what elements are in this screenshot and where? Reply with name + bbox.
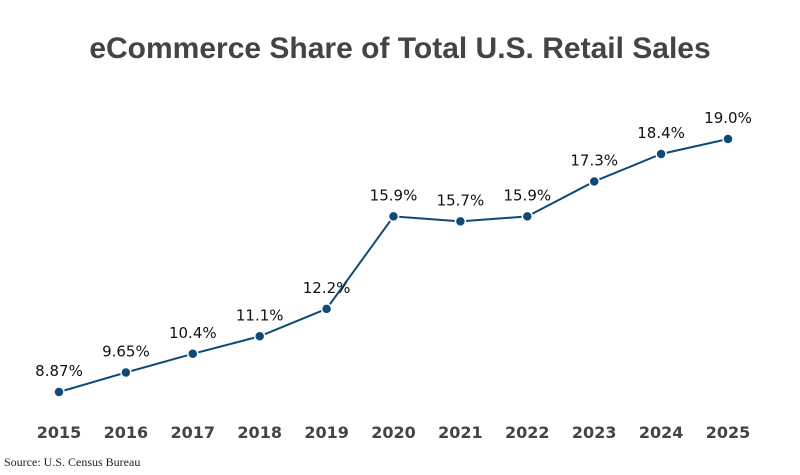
chart-title: eCommerce Share of Total U.S. Retail Sal… xyxy=(89,32,711,65)
source-note: Source: U.S. Census Bureau xyxy=(4,455,141,469)
data-point xyxy=(387,210,400,223)
x-tick-label: 2023 xyxy=(572,423,617,442)
x-tick-label: 2017 xyxy=(171,423,216,442)
data-label: 19.0% xyxy=(704,109,752,127)
x-tick-label: 2024 xyxy=(639,423,684,442)
x-tick-label: 2021 xyxy=(438,423,483,442)
x-tick-label: 2020 xyxy=(371,423,416,442)
data-label: 15.9% xyxy=(370,186,418,204)
data-label: 8.87% xyxy=(35,362,83,380)
x-tick-label: 2018 xyxy=(237,423,282,442)
data-point xyxy=(320,303,333,315)
data-label: 15.9% xyxy=(503,186,551,204)
data-point xyxy=(187,348,199,360)
data-point xyxy=(253,330,266,343)
data-label: 10.4% xyxy=(169,324,217,342)
data-label: 12.2% xyxy=(303,279,351,297)
data-label: 15.7% xyxy=(437,191,485,209)
data-point xyxy=(521,210,534,223)
data-point xyxy=(655,148,667,160)
data-point xyxy=(454,215,467,228)
x-tick-label: 2016 xyxy=(104,423,149,442)
data-label: 17.3% xyxy=(570,151,618,169)
data-label: 11.1% xyxy=(236,306,284,324)
data-label: 18.4% xyxy=(637,124,685,142)
data-point xyxy=(120,366,132,379)
data-point xyxy=(53,386,65,398)
x-tick-label: 2022 xyxy=(505,423,550,442)
data-point xyxy=(722,133,734,145)
series-line xyxy=(58,138,729,393)
x-tick-label: 2025 xyxy=(706,423,751,442)
data-label: 9.65% xyxy=(102,343,150,361)
x-tick-label: 2019 xyxy=(304,423,349,442)
x-tick-label: 2015 xyxy=(37,423,82,442)
data-point xyxy=(588,175,600,188)
